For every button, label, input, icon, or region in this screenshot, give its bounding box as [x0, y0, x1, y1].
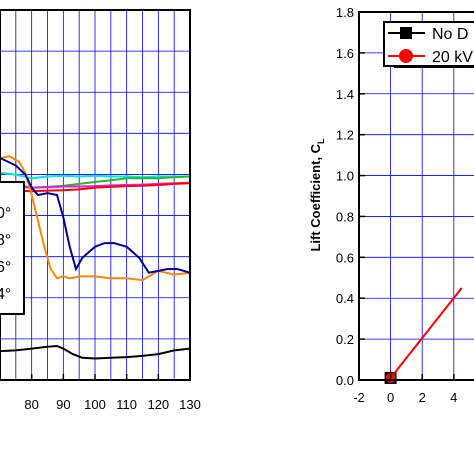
left-legend-box: [0, 181, 25, 315]
right-x-tick-label: -2: [353, 390, 365, 405]
right-legend-entry-2: 20 kV: [432, 49, 473, 66]
right-y-tick-label: 0.4: [336, 291, 354, 306]
right-chart-panel: 0.0 0.2 0.4 0.6 0.8 1.0 1.2 1.4 1.6 1.8 -2 0 2 4 No D…: [308, 5, 474, 405]
left-legend: 0° 8° 6° 4°: [0, 181, 25, 315]
right-x-tick-label: 2: [419, 390, 426, 405]
left-series-line-4: [0, 182, 191, 193]
right-y-tick-label: 1.8: [336, 5, 354, 20]
left-x-tick-label: 100: [84, 397, 106, 412]
left-legend-entry-3: 6°: [0, 259, 11, 276]
left-series-group: [0, 155, 191, 360]
left-x-tick-label: 90: [56, 397, 70, 412]
right-y-tick-label: 0.6: [336, 250, 354, 265]
left-x-tick-label: 130: [179, 397, 201, 412]
right-plot-border: [358, 11, 474, 381]
right-y-tick-label: 0.0: [336, 373, 354, 388]
right-y-tick-label: 1.4: [336, 87, 354, 102]
right-series-line-2: [389, 287, 463, 379]
right-legend-box: [383, 21, 474, 67]
right-y-tick-label: 1.0: [336, 169, 354, 184]
left-x-tick-label: 120: [147, 397, 169, 412]
left-series-line-7: [0, 344, 191, 360]
right-y-tick-label: 0.2: [336, 332, 354, 347]
left-legend-entry-2: 8°: [0, 232, 11, 249]
right-series-group: [384, 287, 463, 384]
left-legend-entry-1: 0°: [0, 205, 11, 222]
left-x-ticks: 80 90 100 110 120 130: [24, 374, 201, 412]
right-y-tick-label: 1.2: [336, 128, 354, 143]
right-legend: No D 20 kV: [383, 21, 474, 68]
right-axis-ticks: 0.0 0.2 0.4 0.6 0.8 1.0 1.2 1.4 1.6 1.8 -2 0 2 4: [336, 5, 457, 405]
left-series-line-1: [0, 171, 190, 180]
right-y-axis-label: Lift Coefficient, CL: [308, 138, 326, 252]
right-legend-entry-1: No D: [432, 26, 468, 43]
right-legend-marker-2: [399, 49, 413, 63]
left-series-line-5: [0, 155, 191, 282]
right-y-tick-label: 0.8: [336, 209, 354, 224]
left-series-line-6: [0, 157, 191, 274]
left-legend-entry-4: 4°: [0, 286, 11, 303]
right-y-tick-label: 1.6: [336, 46, 354, 61]
right-legend-marker-1: [400, 27, 412, 39]
left-chart-panel: 80 90 100 110 120 130 0° 8° 6° 4°: [0, 9, 201, 412]
left-x-tick-label: 80: [24, 397, 38, 412]
left-x-tick-label: 110: [116, 397, 137, 412]
right-x-tick-label: 0: [387, 390, 394, 405]
right-x-tick-label: 4: [450, 390, 457, 405]
left-gridlines: [0, 10, 190, 380]
